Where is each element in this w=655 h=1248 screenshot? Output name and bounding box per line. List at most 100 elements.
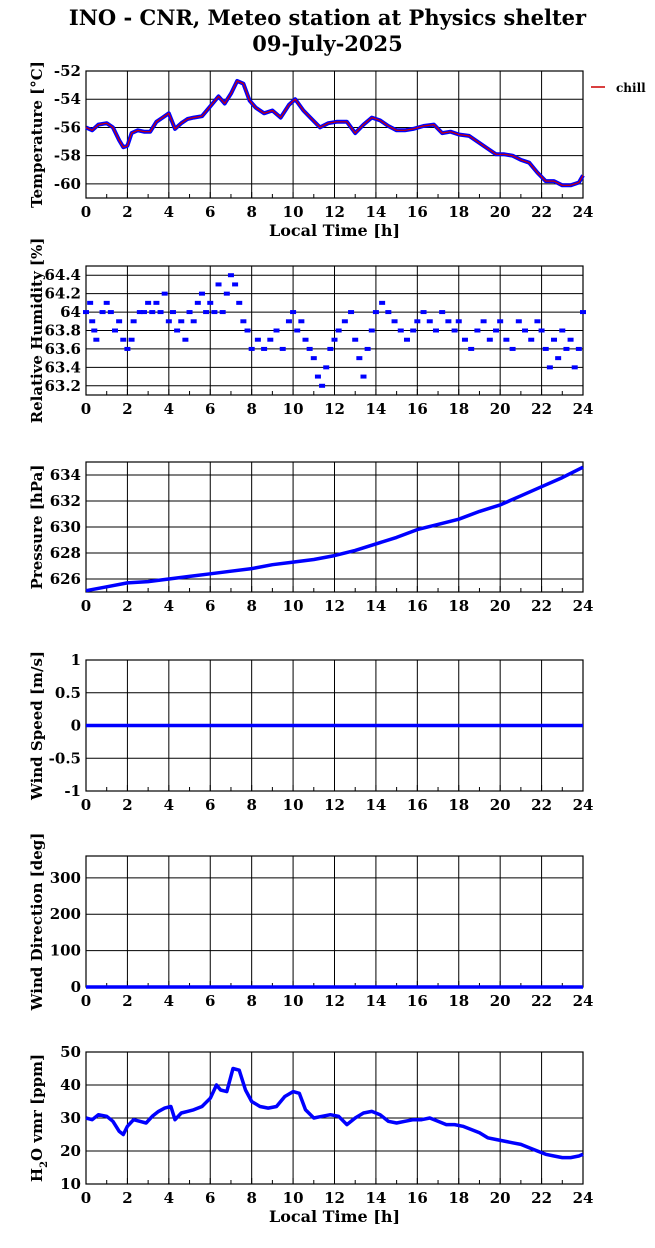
x-tick-label: 20	[490, 597, 511, 615]
x-tick-label: 2	[122, 597, 132, 615]
data-point	[267, 337, 274, 342]
x-tick-label: 20	[490, 796, 511, 814]
y-tick-label: 64	[60, 303, 81, 321]
x-tick-label: 14	[365, 203, 386, 221]
x-tick-label: 4	[164, 992, 174, 1010]
chart-title-line2: 09-July-2025	[252, 31, 403, 56]
x-tick-label: 10	[283, 400, 304, 418]
data-point	[93, 337, 100, 342]
data-point	[161, 291, 168, 296]
data-point	[368, 328, 375, 333]
x-tick-label: 14	[365, 597, 386, 615]
y-tick-label: 64.4	[44, 266, 81, 284]
data-point	[379, 300, 386, 305]
x-tick-label: 18	[448, 796, 469, 814]
y-tick-label: 0	[71, 978, 81, 996]
y-tick-label: 20	[60, 1142, 81, 1160]
x-tick-label: 18	[448, 1189, 469, 1207]
data-point	[240, 319, 247, 324]
data-point	[348, 310, 355, 315]
data-point	[335, 328, 342, 333]
y-tick-label: -56	[54, 118, 81, 136]
x-tick-label: 0	[81, 203, 91, 221]
x-tick-label: 14	[365, 796, 386, 814]
y-tick-label: 63.2	[44, 377, 81, 395]
x-tick-label: 2	[122, 400, 132, 418]
y-tick-label: 628	[50, 544, 81, 562]
data-point	[542, 346, 549, 351]
data-point	[194, 300, 201, 305]
data-point	[559, 328, 566, 333]
data-point	[89, 319, 96, 324]
x-tick-label: 16	[407, 203, 428, 221]
x-tick-label: 4	[164, 1189, 174, 1207]
data-point	[306, 346, 313, 351]
data-point	[528, 337, 535, 342]
y-axis-label-part: H	[28, 1168, 46, 1182]
data-point	[87, 300, 94, 305]
data-point	[439, 310, 446, 315]
x-tick-label: 12	[324, 1189, 345, 1207]
x-tick-label: 22	[531, 203, 552, 221]
data-point	[563, 346, 570, 351]
x-tick-label: 22	[531, 992, 552, 1010]
x-tick-label: 0	[81, 400, 91, 418]
y-tick-label: 0.5	[55, 684, 81, 702]
x-tick-label: 8	[246, 400, 256, 418]
plot-frame	[85, 265, 584, 396]
data-point	[174, 328, 181, 333]
x-tick-label: 20	[490, 400, 511, 418]
data-point	[182, 337, 189, 342]
y-tick-label: 632	[50, 492, 81, 510]
data-point	[91, 328, 98, 333]
x-tick-label: 18	[448, 597, 469, 615]
data-point	[190, 319, 197, 324]
x-tick-label: 24	[573, 400, 594, 418]
data-point	[302, 337, 309, 342]
y-axis-label: Wind Speed [m/s]	[28, 651, 46, 801]
data-point	[111, 328, 118, 333]
data-point	[314, 374, 321, 379]
data-point	[426, 319, 433, 324]
y-axis-label: H2O vmr [ppm]	[28, 1054, 50, 1182]
data-point	[360, 374, 367, 379]
x-tick-label: 8	[246, 203, 256, 221]
x-tick-label: 14	[365, 1189, 386, 1207]
data-point	[515, 319, 522, 324]
data-point	[203, 310, 210, 315]
y-tick-label: 0	[71, 717, 81, 735]
x-tick-label: 12	[324, 203, 345, 221]
y-tick-label: 63.4	[44, 358, 81, 376]
data-point	[130, 319, 137, 324]
data-point	[534, 319, 541, 324]
data-point	[372, 310, 379, 315]
x-tick-label: 2	[122, 992, 132, 1010]
x-tick-label: 2	[122, 1189, 132, 1207]
data-point	[410, 328, 417, 333]
x-tick-label: 24	[573, 203, 594, 221]
x-tick-label: 8	[246, 796, 256, 814]
x-tick-label: 4	[164, 203, 174, 221]
x-tick-label: 16	[407, 400, 428, 418]
data-point	[285, 319, 292, 324]
y-axis-label: Pressure [hPa]	[28, 465, 46, 590]
x-axis-label: Local Time [h]	[269, 1207, 400, 1226]
data-point	[223, 291, 230, 296]
x-tick-label: 10	[283, 1189, 304, 1207]
y-tick-label: 40	[60, 1076, 81, 1094]
data-point	[451, 328, 458, 333]
x-tick-label: 20	[490, 1189, 511, 1207]
data-point	[207, 300, 214, 305]
x-tick-label: 8	[246, 992, 256, 1010]
x-tick-label: 0	[81, 1189, 91, 1207]
data-point	[331, 337, 338, 342]
x-tick-label: 24	[573, 597, 594, 615]
data-point	[248, 346, 255, 351]
x-tick-label: 18	[448, 992, 469, 1010]
data-point	[420, 310, 427, 315]
data-point	[364, 346, 371, 351]
data-point	[165, 319, 172, 324]
